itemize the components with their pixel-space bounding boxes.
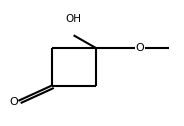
Text: OH: OH bbox=[66, 14, 82, 24]
Text: O: O bbox=[9, 97, 18, 107]
Text: O: O bbox=[135, 43, 144, 53]
